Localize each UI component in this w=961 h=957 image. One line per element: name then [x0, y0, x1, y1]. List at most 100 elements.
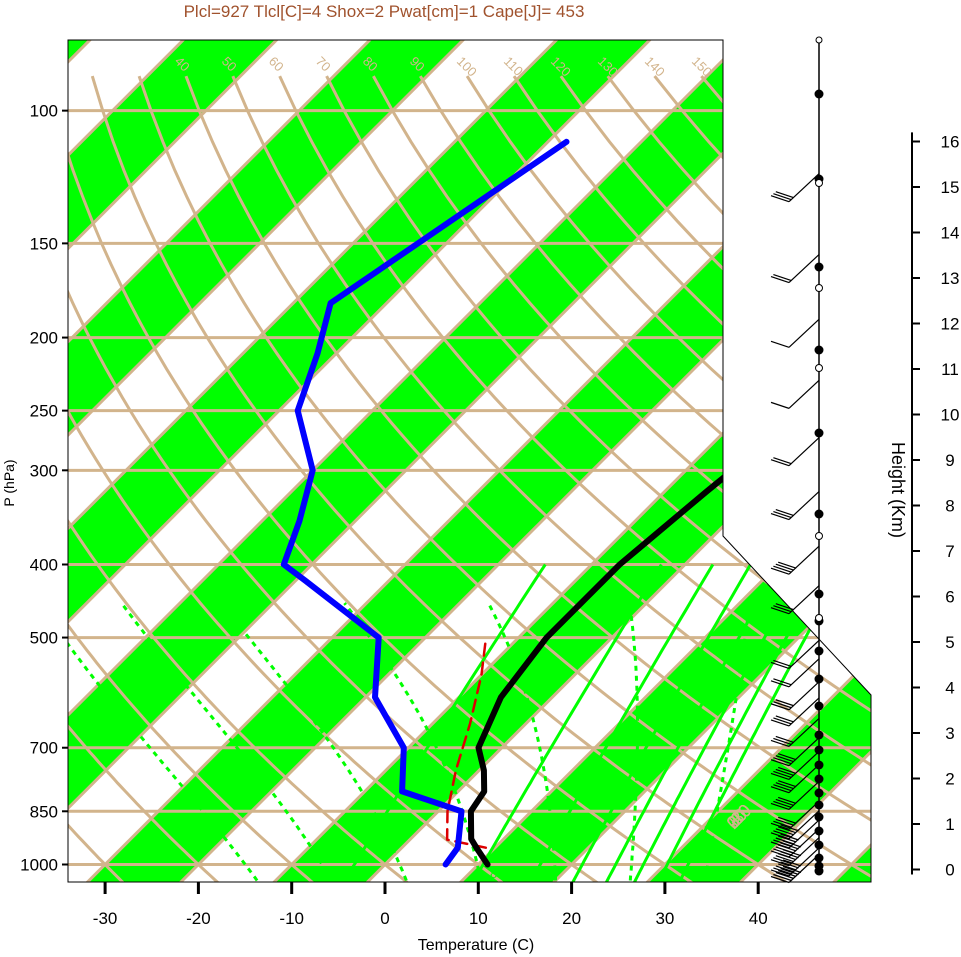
wind-barb-staff — [788, 318, 820, 348]
wind-barb — [770, 810, 820, 840]
wind-barb-feather — [775, 837, 794, 845]
wind-level-marker — [815, 532, 823, 540]
isotherm-line — [174, 40, 871, 882]
dry-adiabat-line — [372, 75, 871, 882]
wind-barb-staff — [788, 764, 820, 794]
y-tick-label: 500 — [30, 629, 58, 648]
height-tick-label: 6 — [945, 588, 954, 607]
wind-barb-feather — [770, 859, 790, 867]
wind-level-dot — [814, 853, 824, 863]
saturation-band — [68, 40, 469, 882]
wind-barb — [770, 437, 820, 467]
wind-level-marker — [815, 284, 823, 292]
wind-barb-feather — [775, 818, 794, 826]
isotherm-line — [68, 40, 750, 882]
wind-barb-feather — [775, 782, 794, 790]
height-tick-label: 15 — [941, 178, 960, 197]
dry-adiabat-label: 60 — [266, 54, 287, 75]
wind-barb-feather — [778, 766, 797, 775]
wind-barb-staff — [788, 545, 820, 575]
mixing-ratio-label: 24 — [894, 324, 911, 341]
moist-adiabat-line — [68, 602, 259, 882]
wind-barb-feather — [773, 717, 792, 725]
wind-barb-staff — [788, 847, 820, 877]
mixing-ratio-line — [653, 563, 828, 882]
wind-barb-feather — [778, 753, 797, 761]
wind-barb-feather — [773, 770, 792, 779]
y-tick-label: 400 — [30, 556, 58, 575]
wind-barb-feather — [770, 607, 790, 615]
wind-barb-feather — [770, 459, 790, 467]
wind-barb-feather — [778, 780, 797, 788]
wind-barb-feather — [770, 841, 790, 849]
wind-level-dot — [814, 509, 824, 519]
y-tick-label: 150 — [30, 234, 58, 253]
wind-barb — [770, 318, 820, 348]
x-axis-label: Temperature (C) — [418, 937, 534, 954]
wind-barb — [770, 781, 820, 811]
wind-barb — [770, 737, 820, 767]
wind-barb-feather — [773, 701, 792, 709]
wind-barb-feather — [770, 875, 790, 884]
wind-barb — [770, 639, 820, 669]
wind-barb-feather — [770, 275, 790, 284]
wind-barb-staff — [788, 697, 820, 727]
x-tick-label: 0 — [380, 909, 389, 928]
height-tick-label: 3 — [945, 724, 954, 743]
moist-adiabat-line — [703, 602, 752, 881]
wind-barb-feather — [775, 798, 794, 807]
wind-barb-feather — [773, 457, 792, 465]
wind-barb-feather — [773, 659, 792, 667]
wind-barb-feather — [773, 737, 792, 746]
dry-adiabat-line — [68, 75, 418, 882]
wind-barb-staff — [788, 819, 820, 849]
wind-barb-feather — [770, 195, 790, 203]
dry-adiabat-label: 100 — [454, 54, 480, 80]
height-tick-label: 16 — [941, 133, 960, 152]
height-tick-label: 2 — [945, 770, 954, 789]
wind-barb-feather — [770, 739, 790, 748]
y-tick-label: 250 — [30, 402, 58, 421]
height-tick-label: 0 — [945, 861, 954, 880]
plot-border — [67, 39, 872, 883]
wind-barb-feather — [773, 273, 792, 282]
wind-level-marker — [815, 614, 823, 622]
y-tick-label: 300 — [30, 461, 58, 480]
isotherm-line — [68, 40, 283, 882]
height-tick-label: 8 — [945, 497, 954, 516]
y-axis-label: P (hPa) — [1, 459, 17, 506]
wind-barb-staff — [788, 254, 820, 283]
height-tick-label: 9 — [945, 451, 954, 470]
wind-barb — [770, 658, 820, 688]
wind-top-marker — [815, 36, 823, 44]
wind-barb-feather — [775, 735, 794, 744]
x-tick-label: -20 — [186, 909, 211, 928]
isotherm-line — [68, 40, 376, 882]
height-tick-label: 10 — [941, 406, 960, 425]
saturation-band — [68, 40, 655, 882]
dry-adiabat-line — [419, 75, 871, 882]
wind-barb-feather — [780, 833, 799, 841]
wind-barb-feather — [775, 699, 794, 707]
wind-barb-feather — [775, 855, 794, 863]
x-tick-label: 40 — [749, 909, 768, 928]
dry-adiabat-label: 160 — [736, 54, 762, 80]
wind-barb-feather — [770, 567, 790, 575]
wind-barb-feather — [773, 510, 792, 519]
wind-barb — [770, 697, 820, 727]
wind-barb — [770, 847, 820, 877]
wind-barb — [770, 585, 820, 615]
height-tick-label: 13 — [941, 269, 960, 288]
wind-barb-staff — [788, 737, 820, 767]
wind-barb-feather — [775, 755, 794, 763]
wind-level-marker — [815, 364, 823, 372]
wind-barb-staff — [788, 800, 820, 830]
parcel-line — [445, 636, 488, 849]
wind-barb-feather — [773, 193, 792, 201]
wind-barb — [770, 800, 820, 830]
wind-barb-staff — [788, 173, 820, 203]
wind-level-dot — [814, 345, 824, 355]
dry-adiabat-line — [137, 75, 871, 882]
moist-adiabat-line — [120, 602, 334, 882]
wind-barb-feather — [770, 719, 790, 727]
